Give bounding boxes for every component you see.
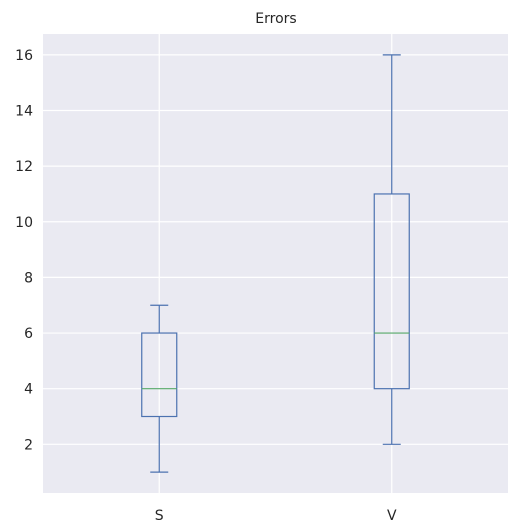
- y-tick-label: 2: [24, 437, 33, 453]
- y-tick-label: 8: [24, 270, 33, 286]
- y-tick-label: 14: [15, 104, 33, 120]
- y-tick-label: 6: [24, 326, 33, 342]
- box-iqr: [141, 332, 178, 418]
- chart-title: Errors: [255, 11, 296, 27]
- y-tick-label: 16: [15, 48, 33, 64]
- box-iqr: [373, 193, 410, 390]
- plot-area: [43, 34, 508, 493]
- y-tick-label: 12: [15, 159, 33, 175]
- y-tick-label: 10: [15, 215, 33, 231]
- x-tick-label: S: [155, 508, 164, 524]
- box-S: [141, 304, 178, 473]
- y-axis-ticks: 2 4 6 8 10 12 14 16: [15, 48, 33, 453]
- box-V: [373, 54, 410, 445]
- y-tick-label: 4: [24, 382, 33, 398]
- x-tick-label: V: [387, 508, 397, 524]
- boxes: [141, 54, 410, 473]
